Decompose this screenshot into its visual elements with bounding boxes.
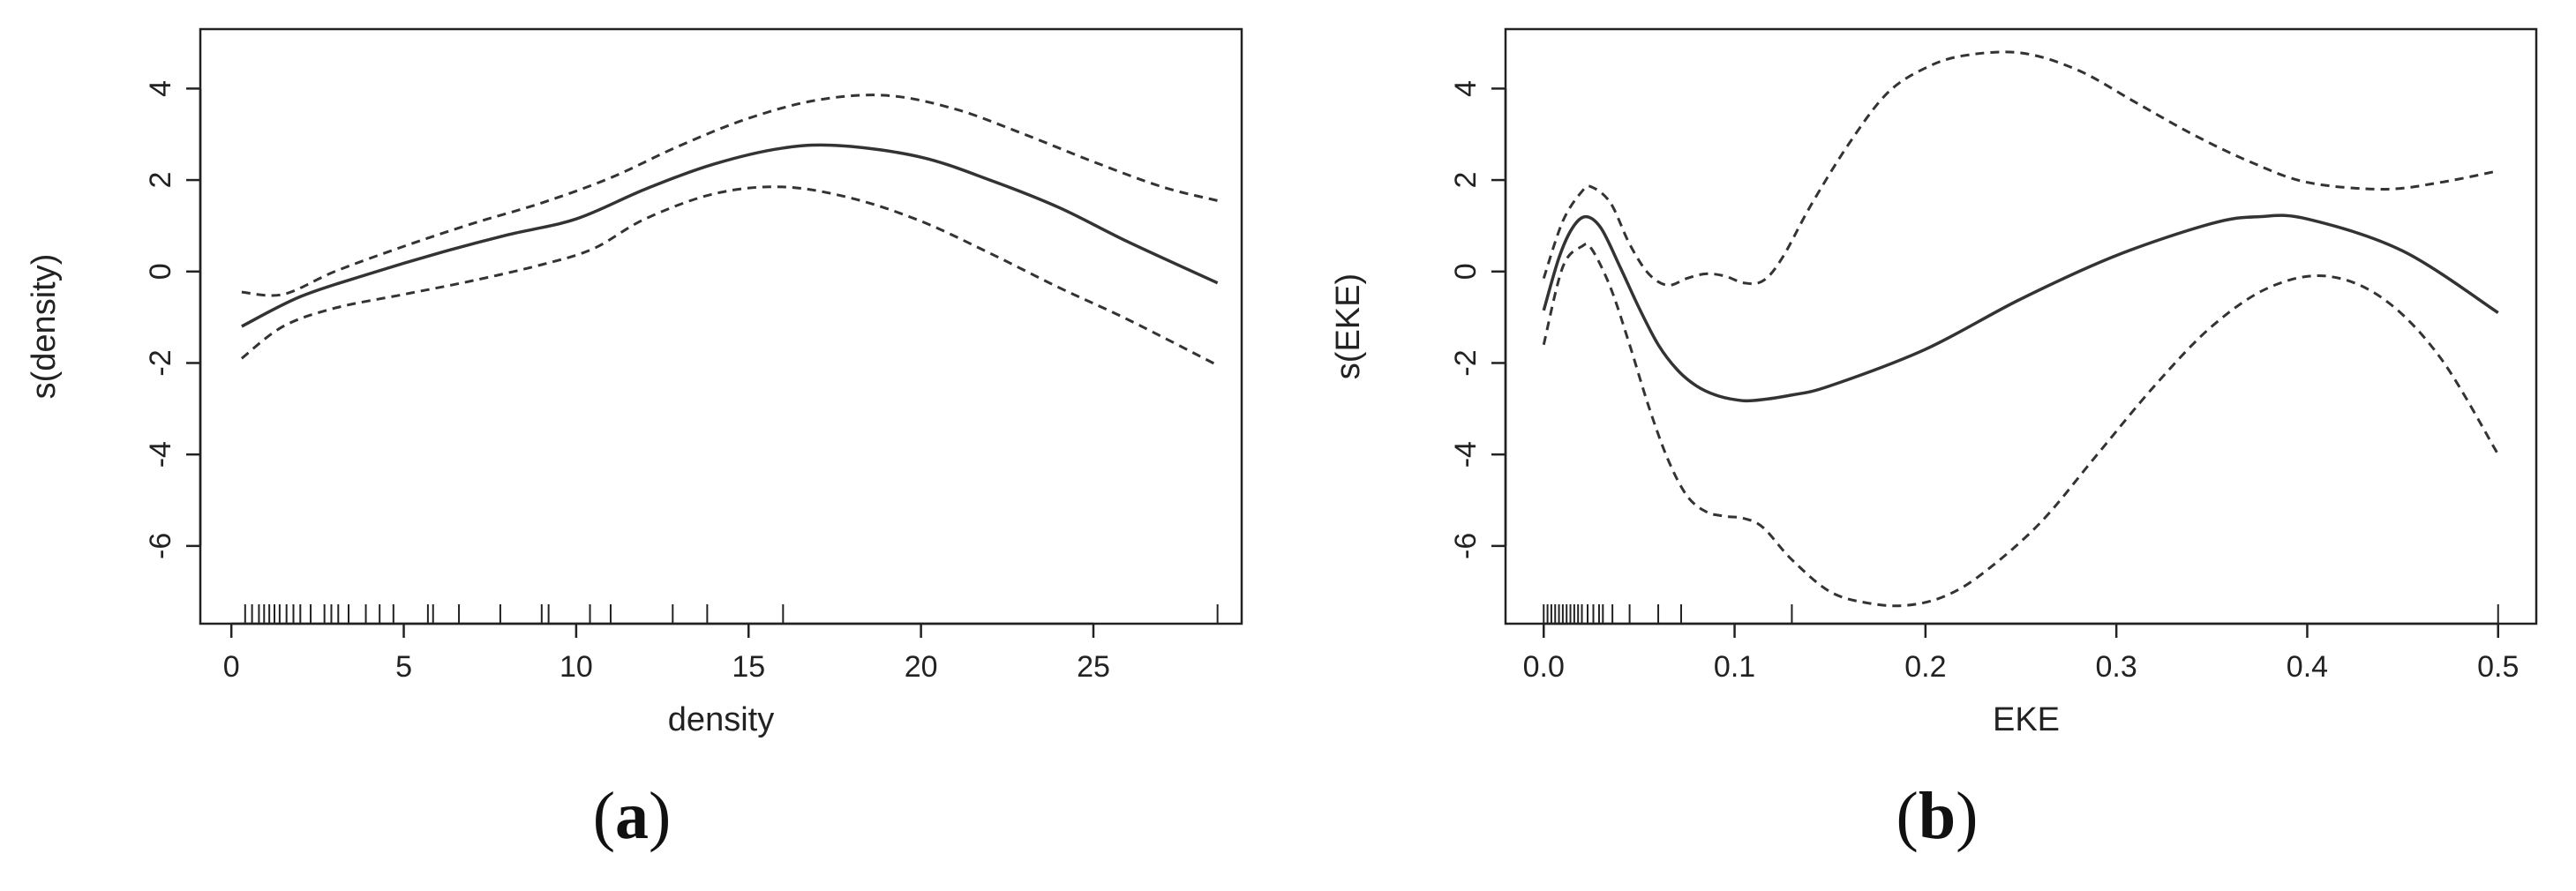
panel-a-y-axis: 4 2 0 -2 -4 -6 [144,80,202,559]
panel-a-fit-curve [241,143,1219,328]
panel-b-y-tick-label: -6 [1449,533,1483,559]
panel-b-x-tick-label: 0.1 [1714,650,1755,684]
panel-b-y-axis-title: s(EKE) [1330,273,1367,379]
panel-a-y-tick-label: -6 [144,533,177,559]
panel-b-x-tick-label: 0.0 [1523,650,1565,684]
panel-a-x-tick-label: 25 [1077,650,1110,684]
panel-b-y-tick-label: 0 [1449,263,1483,280]
panel-b-y-tick-label: -2 [1449,349,1483,376]
panel-a-label: (a) [593,779,672,853]
panel-b-rug [1543,604,2499,624]
panel-b-upper-curve [1542,50,2499,287]
panel-a-x-tick-label: 10 [560,650,593,684]
panel-a-y-tick-label: 2 [144,172,177,189]
panel-b-y-tick-label: -4 [1449,441,1483,468]
panel-a-label-letter: a [615,779,649,853]
panel-a-lower-curve [240,185,1219,367]
panel-b-y-tick-label: 4 [1449,80,1483,97]
panel-b-lower-curve [1542,242,2500,608]
panel-b-x-axis: 0.0 0.1 0.2 0.3 0.4 0.5 [1523,622,2519,684]
panel-a-curves [240,94,1219,367]
panel-b-x-tick-label: 0.4 [2287,650,2328,684]
panel-a-y-tick-label: -2 [144,349,177,376]
panel-b-label-letter: b [1919,779,1956,853]
panel-b-fit-curve [1542,213,2499,403]
panel-b-x-tick-label: 0.5 [2477,650,2519,684]
panel-a-upper-curve [241,94,1219,297]
panel-b-label: (b) [1896,779,1979,853]
panel-a-x-tick-label: 15 [732,650,765,684]
panel-a-x-axis-title: density [668,701,774,738]
panel-a-x-tick-label: 5 [395,650,412,684]
panel-b-plot-frame [1504,27,2538,625]
panel-a-x-tick-label: 20 [905,650,938,684]
panel-a-x-tick-label: 0 [223,650,240,684]
panel-a-y-tick-label: 4 [144,80,177,97]
panel-a-y-axis-title: s(density) [26,254,63,400]
panel-b-x-tick-label: 0.3 [2096,650,2137,684]
panel-a-plot-frame [199,27,1243,625]
panel-b-x-tick-label: 0.2 [1904,650,1946,684]
panel-a-y-tick-label: -4 [144,441,177,468]
panel-a-rug [244,604,1219,624]
panel-b-eke: 0.0 0.1 0.2 0.3 0.4 0.5 420-2-4-6 EKE s(EKE) … [1330,27,2538,853]
panel-b-curves [1542,50,2500,608]
panel-b-y-axis: 4 2 0 -2 -4 -6 [1449,80,1507,559]
panel-b-y-tick-label: 2 [1449,172,1483,189]
panel-b-x-axis-title: EKE [1993,701,2060,738]
panel-a-y-tick-label: 0 [144,263,177,280]
panel-a-x-axis: 0 5 10 15 20 25 [223,622,1110,684]
panel-a-density: 0 5 10 15 20 25 420-2-4-6 density s(density) … [26,27,1243,853]
